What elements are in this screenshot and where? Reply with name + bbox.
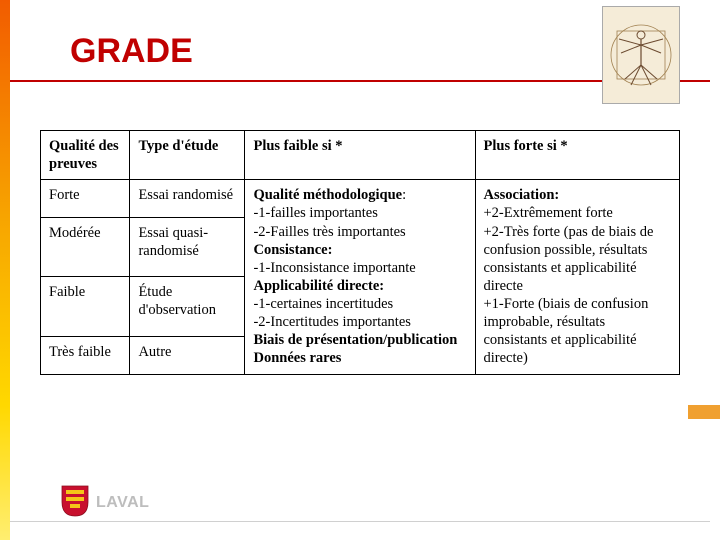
laval-crest-icon: [60, 484, 90, 518]
table-header-row: Qualité des preuves Type d'étude Plus fa…: [41, 131, 680, 180]
cell-type: Essai randomisé: [130, 180, 245, 218]
cell-quality: Très faible: [41, 336, 130, 374]
institution-label: LAVAL: [96, 494, 149, 512]
grade-table: Qualité des preuves Type d'étude Plus fa…: [40, 130, 680, 375]
page-title: GRADE: [70, 32, 193, 71]
vitruvian-man-image: [602, 6, 680, 104]
cell-stronger: Association: +2-Extrêmement forte +2-Trè…: [475, 180, 680, 374]
cell-quality: Faible: [41, 277, 130, 337]
table-row: Forte Essai randomisé Qualité méthodolog…: [41, 180, 680, 218]
footer-divider: [10, 521, 710, 522]
header-weaker: Plus faible si *: [245, 131, 475, 180]
header-stronger: Plus forte si *: [475, 131, 680, 180]
cell-weaker: Qualité méthodologique: -1-failles impor…: [245, 180, 475, 374]
header-quality: Qualité des preuves: [41, 131, 130, 180]
cell-quality: Forte: [41, 180, 130, 218]
title-area: GRADE: [0, 0, 720, 110]
cell-type: Étude d'observation: [130, 277, 245, 337]
cell-quality: Modérée: [41, 217, 130, 277]
cell-type: Essai quasi-randomisé: [130, 217, 245, 277]
cell-type: Autre: [130, 336, 245, 374]
right-accent-bar: [688, 405, 720, 419]
header-type: Type d'étude: [130, 131, 245, 180]
